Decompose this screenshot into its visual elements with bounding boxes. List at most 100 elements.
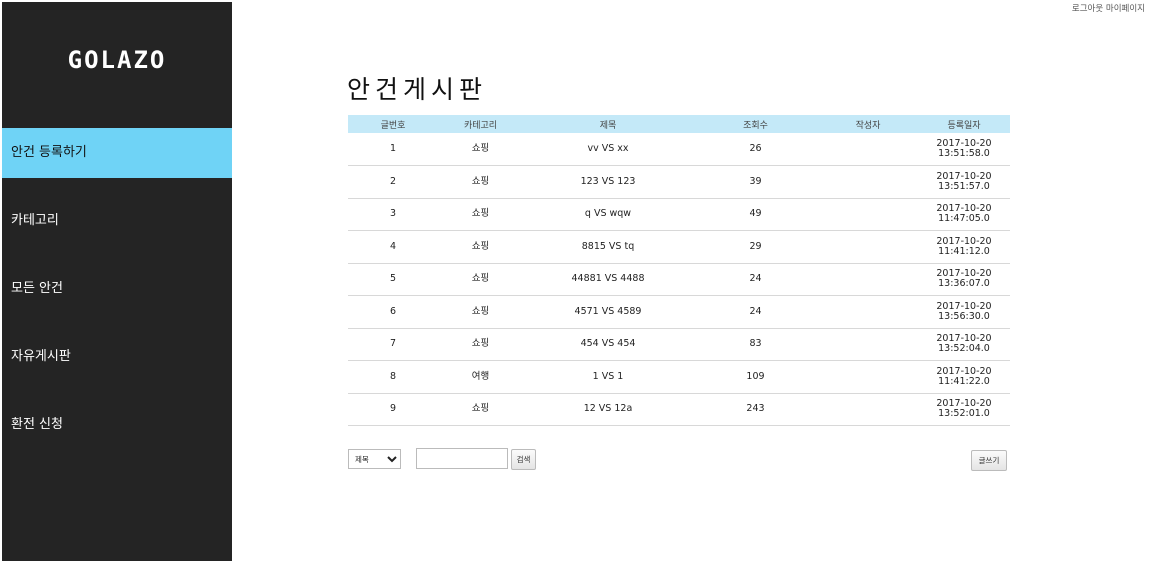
cell-title[interactable]: 12 VS 12a [523,393,693,426]
table-row[interactable]: 9 쇼핑 12 VS 12a 243 2017-10-20 13:52:01.0 [348,393,1010,426]
table-header-row: 글번호 카테고리 제목 조회수 작성자 등록일자 [348,115,1010,133]
cell-date: 2017-10-20 13:56:30.0 [918,295,1010,329]
cell-date: 2017-10-20 11:47:05.0 [918,198,1010,231]
mypage-link[interactable]: 마이페이지 [1105,4,1145,14]
cell-author [818,295,918,329]
logout-link[interactable]: 로그아웃 [1071,4,1104,14]
cell-no: 8 [348,360,438,394]
sidebar-item-label: 카테고리 [11,213,59,228]
cell-no: 9 [348,393,438,426]
cell-title[interactable]: 8815 VS tq [523,230,693,264]
date-text: 2017-10-20 [936,398,992,410]
cell-views: 243 [693,393,818,426]
time-text: 13:51:57.0 [938,180,990,192]
cell-views: 26 [693,133,818,166]
cell-author [818,133,918,166]
cell-title[interactable]: 44881 VS 4488 [523,263,693,296]
cell-category: 쇼핑 [438,133,523,166]
cell-no: 3 [348,198,438,231]
time-text: 13:51:58.0 [938,148,990,159]
cell-no: 6 [348,295,438,329]
cell-category: 쇼핑 [438,230,523,264]
table-row[interactable]: 5 쇼핑 44881 VS 4488 24 2017-10-20 13:36:07… [348,263,1010,296]
cell-author [818,198,918,231]
column-header-views: 조회수 [693,115,818,133]
date-text: 2017-10-20 [936,203,992,215]
cell-category: 쇼핑 [438,198,523,231]
time-text: 13:36:07.0 [938,278,990,290]
sidebar-item-category[interactable]: 카테고리 [2,196,232,246]
cell-no: 2 [348,165,438,199]
cell-author [818,360,918,394]
search-field-select[interactable]: 제목 [348,449,401,469]
cell-category: 쇼핑 [438,165,523,199]
write-button[interactable]: 글쓰기 [971,450,1007,471]
cell-title[interactable]: q VS wqw [523,198,693,231]
table-row[interactable]: 7 쇼핑 454 VS 454 83 2017-10-20 13:52:04.0 [348,328,1010,361]
cell-author [818,263,918,296]
sidebar-item-label: 모든 안건 [11,281,63,296]
cell-date: 2017-10-20 11:41:22.0 [918,360,1010,394]
sidebar-item-exchange-request[interactable]: 환전 신청 [2,400,232,450]
cell-date: 2017-10-20 13:52:04.0 [918,328,1010,361]
search-button[interactable]: 검색 [511,449,536,470]
table-row[interactable]: 6 쇼핑 4571 VS 4589 24 2017-10-20 13:56:30.… [348,295,1010,329]
column-header-date: 등록일자 [918,115,1010,133]
logo[interactable]: GOLAZO [67,46,167,74]
table-row[interactable]: 3 쇼핑 q VS wqw 49 2017-10-20 11:47:05.0 [348,198,1010,231]
sidebar-item-label: 자유게시판 [11,349,71,364]
cell-no: 5 [348,263,438,296]
cell-title[interactable]: 4571 VS 4589 [523,295,693,329]
search-input[interactable] [416,448,508,469]
cell-views: 83 [693,328,818,361]
top-links: 로그아웃 마이페이지 [1072,2,1145,14]
column-header-author: 작성자 [818,115,918,133]
cell-no: 7 [348,328,438,361]
date-text: 2017-10-20 [936,235,992,247]
cell-author [818,165,918,199]
cell-views: 24 [693,295,818,329]
cell-date: 2017-10-20 13:52:01.0 [918,393,1010,426]
time-text: 11:41:12.0 [938,245,990,257]
cell-no: 4 [348,230,438,264]
cell-author [818,230,918,264]
cell-views: 29 [693,230,818,264]
cell-title[interactable]: 123 VS 123 [523,165,693,199]
cell-title[interactable]: 1 VS 1 [523,360,693,394]
board-table: 글번호 카테고리 제목 조회수 작성자 등록일자 1 쇼핑 vv VS xx 2… [348,115,1010,426]
cell-date: 2017-10-20 13:51:58.0 [918,133,1010,166]
cell-category: 쇼핑 [438,295,523,329]
table-row[interactable]: 4 쇼핑 8815 VS tq 29 2017-10-20 11:41:12.0 [348,230,1010,264]
sidebar-item-label: 안건 등록하기 [11,145,87,160]
date-text: 2017-10-20 [936,138,992,149]
cell-category: 여행 [438,360,523,394]
time-text: 13:52:04.0 [938,343,990,355]
date-text: 2017-10-20 [936,170,992,182]
sidebar-item-label: 환전 신청 [11,417,63,432]
sidebar-item-register-agenda[interactable]: 안건 등록하기 [2,128,232,178]
date-text: 2017-10-20 [936,333,992,345]
table-row[interactable]: 2 쇼핑 123 VS 123 39 2017-10-20 13:51:57.0 [348,165,1010,199]
cell-date: 2017-10-20 13:36:07.0 [918,263,1010,296]
table-row[interactable]: 8 여행 1 VS 1 109 2017-10-20 11:41:22.0 [348,360,1010,394]
sidebar-item-free-board[interactable]: 자유게시판 [2,332,232,382]
date-text: 2017-10-20 [936,365,992,377]
column-header-category: 카테고리 [438,115,523,133]
cell-views: 24 [693,263,818,296]
date-text: 2017-10-20 [936,300,992,312]
cell-views: 39 [693,165,818,199]
cell-title[interactable]: vv VS xx [523,133,693,166]
cell-author [818,393,918,426]
date-text: 2017-10-20 [936,268,992,280]
cell-title[interactable]: 454 VS 454 [523,328,693,361]
column-header-title: 제목 [523,115,693,133]
cell-category: 쇼핑 [438,328,523,361]
sidebar: GOLAZO 안건 등록하기 카테고리 모든 안건 자유게시판 환전 신청 [2,2,232,561]
cell-category: 쇼핑 [438,393,523,426]
time-text: 13:56:30.0 [938,310,990,322]
cell-author [818,328,918,361]
time-text: 13:52:01.0 [938,408,990,420]
table-row[interactable]: 1 쇼핑 vv VS xx 26 2017-10-20 13:51:58.0 [348,133,1010,166]
sidebar-item-all-agenda[interactable]: 모든 안건 [2,264,232,314]
cell-category: 쇼핑 [438,263,523,296]
